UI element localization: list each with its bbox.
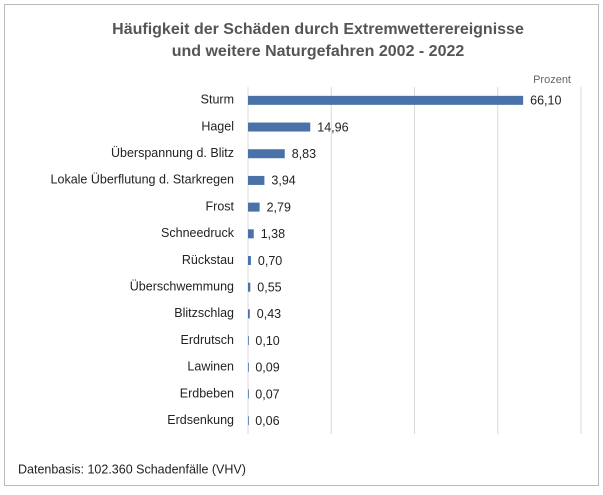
bar bbox=[248, 389, 249, 399]
y-tick-label: Erdrutsch bbox=[181, 333, 235, 347]
bar bbox=[248, 282, 251, 292]
y-tick-label: Erdsenkung bbox=[167, 413, 234, 427]
value-label: 0,43 bbox=[257, 307, 281, 321]
bar bbox=[248, 336, 249, 346]
y-tick-label: Lawinen bbox=[187, 360, 234, 374]
y-tick-label: Überspannung d. Blitz bbox=[111, 146, 234, 160]
value-label: 0,07 bbox=[255, 387, 279, 401]
chart-subtitle: und weitere Naturgefahren 2002 - 2022 bbox=[172, 43, 465, 60]
value-label: 2,79 bbox=[267, 200, 291, 214]
value-label: 0,09 bbox=[255, 361, 279, 375]
y-tick-label: Sturm bbox=[201, 93, 234, 107]
value-label: 3,94 bbox=[271, 174, 295, 188]
bar bbox=[248, 122, 311, 132]
bar bbox=[248, 149, 285, 159]
value-label: 0,55 bbox=[257, 280, 281, 294]
value-label: 14,96 bbox=[317, 120, 348, 134]
frame bbox=[4, 4, 599, 486]
y-tick-label: Frost bbox=[206, 199, 235, 213]
bar bbox=[248, 256, 251, 265]
y-tick-label: Erdbeben bbox=[180, 386, 234, 400]
bar bbox=[248, 309, 250, 319]
y-tick-label: Überschwemmung bbox=[130, 279, 234, 293]
chart-title: Häufigkeit der Schäden durch Extremwette… bbox=[112, 21, 524, 38]
value-label: 66,10 bbox=[530, 94, 561, 108]
bar bbox=[248, 362, 249, 372]
value-label: 8,83 bbox=[292, 147, 316, 161]
footnote: Datenbasis: 102.360 Schadenfälle (VHV) bbox=[18, 462, 246, 476]
value-label: 0,06 bbox=[255, 414, 279, 428]
y-tick-label: Blitzschlag bbox=[174, 306, 234, 320]
y-tick-label: Rückstau bbox=[182, 253, 234, 267]
value-label: 0,70 bbox=[258, 254, 282, 268]
bar bbox=[248, 229, 254, 239]
value-label: 1,38 bbox=[261, 227, 285, 241]
bar bbox=[248, 202, 260, 212]
y-tick-label: Lokale Überflutung d. Starkregen bbox=[51, 173, 234, 187]
axis-label: Prozent bbox=[533, 74, 571, 86]
bar bbox=[248, 416, 249, 426]
bar bbox=[248, 175, 265, 185]
y-tick-label: Hagel bbox=[201, 119, 234, 133]
y-tick-label: Schneedruck bbox=[161, 226, 235, 240]
bar bbox=[248, 95, 524, 105]
value-label: 0,10 bbox=[255, 334, 279, 348]
